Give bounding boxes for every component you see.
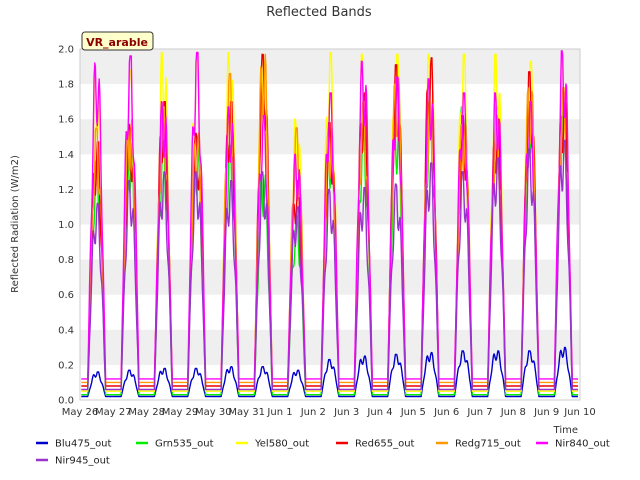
x-tick-label: May 29 [162, 407, 199, 418]
legend-label: Yel580_out [254, 439, 309, 450]
x-tick-label: May 30 [195, 407, 232, 418]
y-tick-label: 0.6 [58, 290, 74, 301]
legend-label: Nir945_out [55, 456, 110, 467]
x-tick-label: Jun 6 [433, 407, 459, 418]
site-badge-text: VR_arable [86, 36, 148, 49]
series-line-nir945-out [81, 139, 579, 391]
legend-label: Grn535_out [155, 439, 214, 450]
series-line-blu475-out [81, 346, 579, 398]
legend-label: Blu475_out [55, 439, 112, 450]
y-tick-label: 0.8 [58, 255, 74, 266]
y-tick-label: 0.2 [58, 360, 74, 371]
x-tick-label: Jun 2 [300, 407, 326, 418]
y-tick-label: 1.4 [58, 150, 74, 161]
chart-title: Reflected Bands [266, 5, 372, 20]
x-tick-label: May 31 [228, 407, 265, 418]
legend-label: Nir840_out [555, 439, 610, 450]
x-tick-label: Jun 10 [563, 407, 596, 418]
x-tick-label: Jun 4 [366, 407, 392, 418]
y-tick-label: 1.2 [58, 185, 74, 196]
y-tick-label: 1.0 [58, 220, 74, 231]
plot-area-frame [79, 48, 581, 401]
x-tick-label: May 27 [95, 407, 132, 418]
x-tick-label: May 26 [62, 407, 99, 418]
grid-band [80, 259, 580, 295]
y-tick-label: 2.0 [58, 45, 74, 56]
y-tick-label: 1.8 [58, 80, 74, 91]
x-tick-label: Jun 7 [466, 407, 492, 418]
site-badge-box [81, 31, 154, 51]
x-tick-label: Jun 8 [500, 407, 526, 418]
y-tick-label: 1.6 [58, 115, 74, 126]
x-tick-label: Jun 3 [333, 407, 359, 418]
x-tick-label: Jun 9 [533, 407, 559, 418]
x-tick-label: Jun 5 [400, 407, 426, 418]
x-tick-label: May 28 [128, 407, 165, 418]
y-axis-label: Reflected Radiation (W/m2) [10, 155, 21, 293]
site-badge: VR_arable [81, 31, 154, 51]
legend-label: Red655_out [355, 439, 415, 450]
series-lines [81, 50, 579, 398]
legend: Blu475_out Grn535_out Yel580_out Red655_out… [36, 439, 610, 467]
y-tick-labels: 0.0 0.2 0.4 0.6 0.8 1.0 1.2 1.4 1.6 1.8 2.0 [58, 45, 74, 407]
y-tick-label: 0.4 [58, 325, 74, 336]
x-axis-label: Time [553, 425, 578, 436]
y-tick-label: 0.0 [58, 396, 74, 407]
series-line-yel580-out [81, 51, 579, 392]
x-tick-label: Jun 1 [266, 407, 292, 418]
series-line-nir840-out [81, 50, 579, 380]
legend-label: Redg715_out [455, 439, 521, 450]
